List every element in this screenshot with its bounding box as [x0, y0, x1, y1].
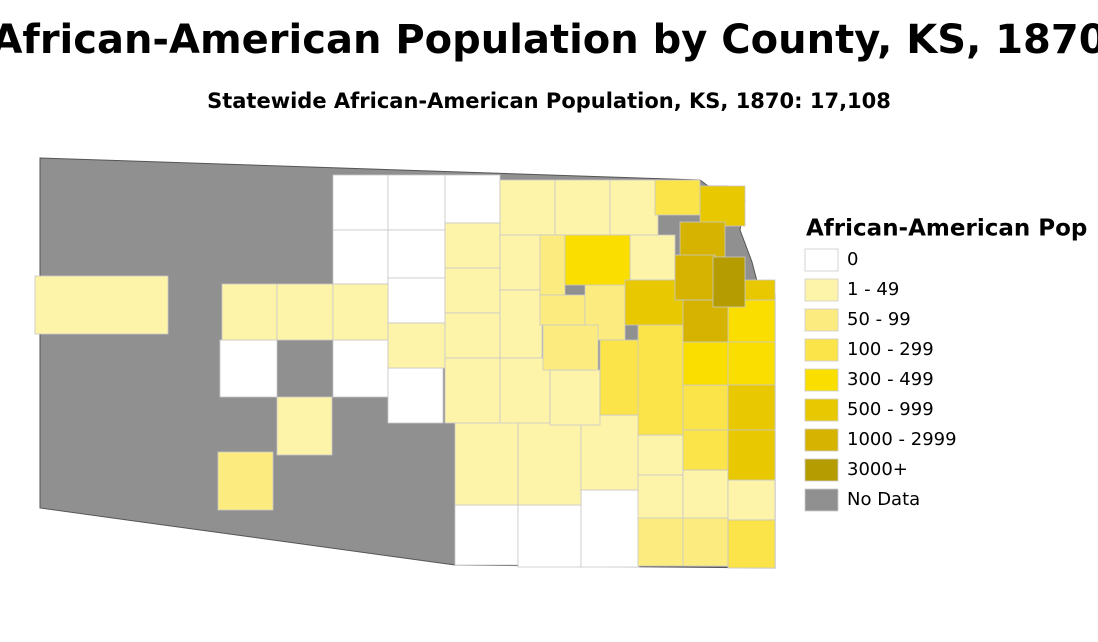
- county: [276, 396, 333, 456]
- county: [654, 179, 701, 216]
- county: [517, 422, 582, 506]
- county: [542, 324, 599, 371]
- county: [387, 277, 446, 324]
- county: [221, 283, 278, 341]
- county: [517, 504, 582, 568]
- county: [387, 322, 446, 369]
- county: [387, 229, 446, 279]
- county: [712, 256, 746, 308]
- legend-label: 1 - 49: [847, 279, 899, 300]
- legend-swatch: [804, 458, 839, 482]
- county: [539, 234, 566, 296]
- legend-label: 50 - 99: [847, 309, 911, 330]
- county: [444, 174, 501, 224]
- county: [599, 339, 641, 416]
- county: [682, 384, 729, 431]
- legend-label: 100 - 299: [847, 339, 934, 360]
- county: [217, 451, 274, 511]
- county: [444, 267, 501, 314]
- county: [554, 179, 611, 236]
- county: [580, 489, 640, 568]
- legend-label: 0: [847, 249, 858, 270]
- county: [387, 367, 444, 424]
- county: [629, 234, 676, 281]
- legend-swatch: [804, 278, 839, 302]
- county: [539, 294, 586, 326]
- legend-swatch: [804, 248, 839, 272]
- county: [332, 339, 389, 398]
- legend-label: 3000+: [847, 459, 908, 480]
- county: [727, 341, 776, 386]
- county: [499, 179, 556, 236]
- county: [637, 474, 684, 521]
- county: [499, 357, 551, 427]
- legend-swatch: [804, 368, 839, 392]
- county: [727, 479, 776, 521]
- state-map: [34, 157, 776, 569]
- county: [682, 429, 729, 471]
- county: [699, 185, 746, 227]
- county: [637, 324, 684, 436]
- legend-label: 1000 - 2999: [847, 429, 957, 450]
- county: [679, 221, 726, 258]
- county: [682, 469, 729, 521]
- legend-swatch: [804, 308, 839, 332]
- county: [444, 222, 501, 269]
- county: [637, 517, 684, 567]
- county: [387, 174, 446, 231]
- county: [682, 517, 729, 567]
- county: [454, 422, 519, 506]
- legend-swatch: [804, 338, 839, 362]
- county: [637, 434, 684, 476]
- legend-label: 500 - 999: [847, 399, 934, 420]
- legend-label: No Data: [847, 489, 920, 510]
- county: [609, 179, 659, 236]
- county: [499, 234, 543, 291]
- county: [219, 339, 278, 398]
- county: [444, 357, 501, 424]
- county: [34, 275, 169, 335]
- county: [454, 504, 519, 566]
- legend-swatch: [804, 398, 839, 422]
- county: [276, 283, 334, 341]
- county: [682, 341, 729, 386]
- legend-label: 300 - 499: [847, 369, 934, 390]
- county: [332, 283, 389, 341]
- legend: 0 1 - 49 50 - 99 100 - 299 300 - 499 500 - 99…: [804, 248, 957, 512]
- legend-swatch: [804, 488, 839, 512]
- county: [727, 519, 776, 569]
- county: [744, 279, 776, 301]
- map-title: African-American Population by County, K…: [0, 17, 1098, 63]
- map-subtitle: Statewide African-American Population, K…: [207, 89, 891, 113]
- legend-swatch: [804, 428, 839, 452]
- county: [727, 384, 776, 431]
- county: [332, 229, 389, 285]
- county: [727, 429, 776, 481]
- county: [332, 174, 389, 231]
- county: [444, 312, 501, 359]
- county: [499, 289, 543, 359]
- county: [564, 234, 631, 286]
- county: [674, 254, 716, 301]
- county: [580, 414, 640, 491]
- county: [549, 369, 601, 426]
- legend-title: African-American Pop: [806, 216, 1087, 242]
